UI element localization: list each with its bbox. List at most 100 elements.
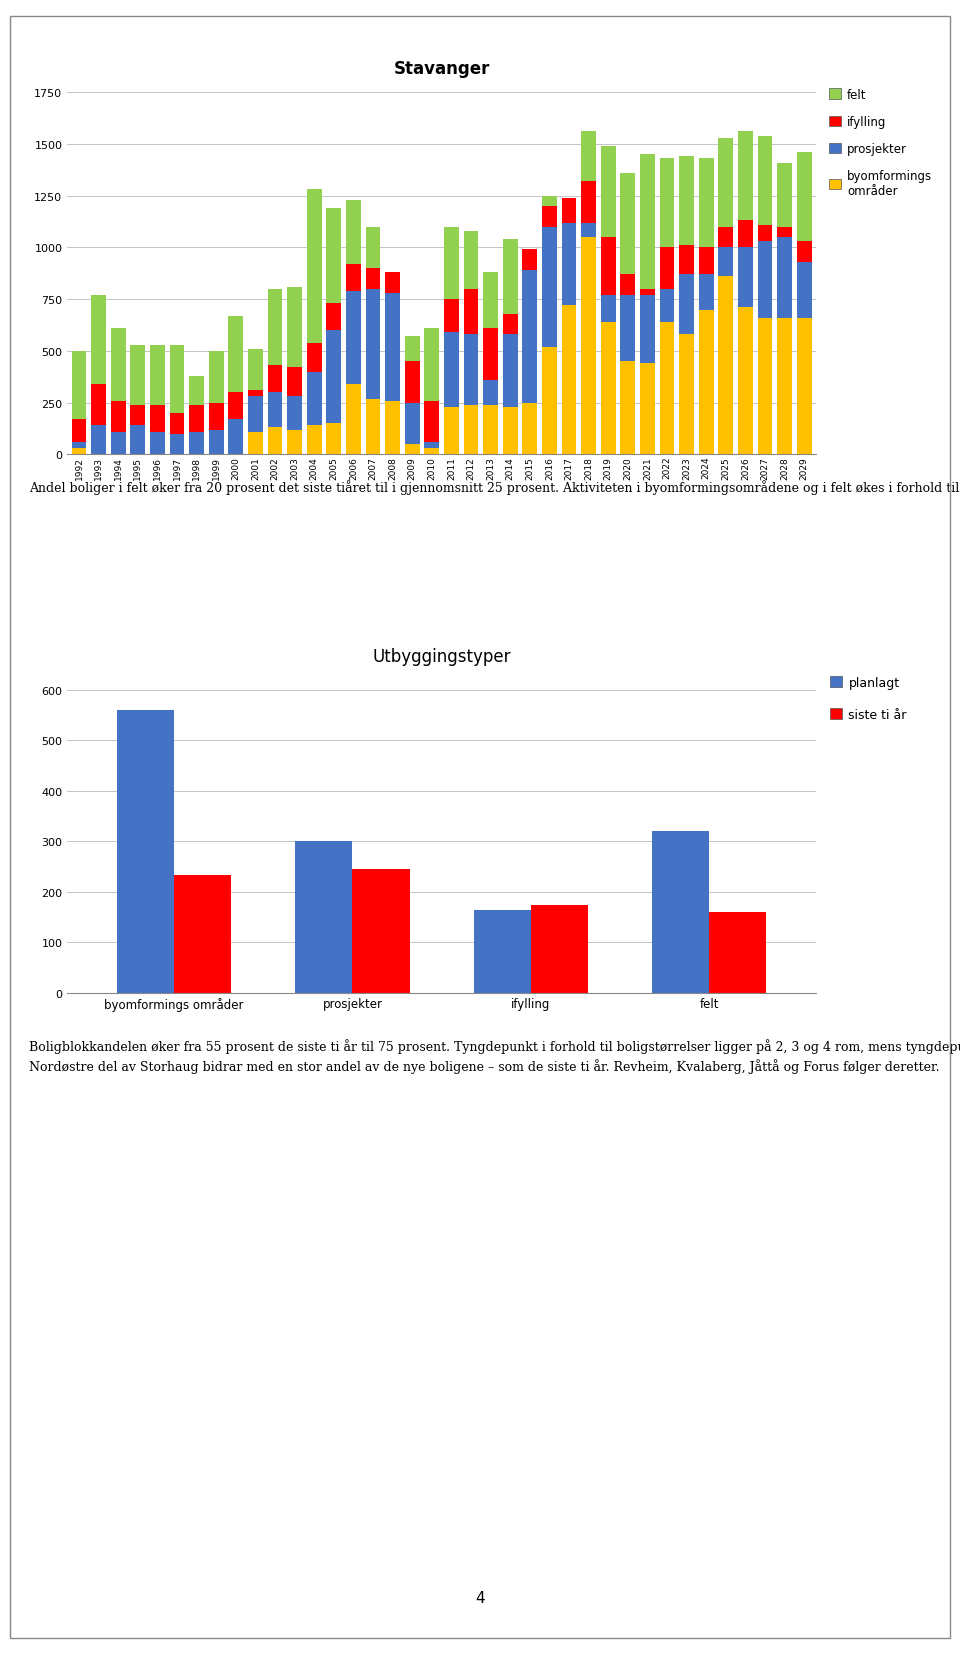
Bar	[660, 323, 674, 455]
Bar	[699, 309, 713, 455]
Legend: planlagt, siste ti år: planlagt, siste ti år	[829, 677, 907, 722]
Bar	[248, 349, 263, 391]
Bar	[150, 432, 165, 455]
Bar	[444, 333, 459, 407]
Bar	[757, 242, 773, 318]
Bar	[385, 273, 400, 293]
Bar	[797, 263, 811, 318]
Bar	[385, 402, 400, 455]
Bar	[346, 200, 361, 265]
Bar	[385, 293, 400, 402]
Bar	[110, 329, 126, 402]
Bar	[797, 152, 811, 242]
Bar	[680, 247, 694, 275]
Bar	[660, 248, 674, 290]
Bar	[581, 238, 596, 455]
Bar	[778, 318, 792, 455]
Bar	[307, 372, 322, 425]
Bar	[170, 434, 184, 455]
Bar	[326, 209, 341, 305]
Bar	[620, 296, 636, 362]
Bar	[680, 157, 694, 247]
Bar	[405, 404, 420, 445]
Bar	[503, 240, 517, 314]
Bar	[209, 404, 224, 430]
Bar	[189, 405, 204, 432]
Bar	[601, 323, 615, 455]
Bar	[72, 449, 86, 455]
Bar	[326, 305, 341, 331]
Bar	[738, 132, 753, 222]
Bar	[170, 414, 184, 434]
Bar	[444, 300, 459, 333]
Bar	[483, 273, 498, 329]
Bar	[483, 329, 498, 381]
Bar	[91, 425, 106, 455]
Bar	[581, 223, 596, 238]
Bar	[424, 401, 439, 442]
Bar	[131, 346, 145, 405]
Bar	[326, 424, 341, 455]
Bar	[652, 831, 709, 993]
Bar	[522, 250, 538, 271]
Bar	[699, 248, 713, 275]
Bar	[366, 399, 380, 455]
Bar	[209, 351, 224, 404]
Bar	[346, 386, 361, 455]
Bar	[131, 425, 145, 455]
Bar	[680, 334, 694, 455]
Bar	[326, 331, 341, 424]
Bar	[150, 346, 165, 405]
Bar	[346, 291, 361, 386]
Bar	[620, 362, 636, 455]
Bar	[352, 869, 410, 993]
Bar	[209, 430, 224, 455]
Bar	[228, 316, 243, 394]
Bar	[189, 376, 204, 405]
Bar	[660, 159, 674, 248]
Bar	[699, 275, 713, 309]
Bar	[405, 362, 420, 404]
Bar	[581, 182, 596, 223]
Title: Stavanger: Stavanger	[394, 61, 490, 78]
Bar	[660, 290, 674, 323]
Bar	[189, 432, 204, 455]
Bar	[444, 407, 459, 455]
Bar	[170, 346, 184, 414]
Bar	[307, 344, 322, 372]
Bar	[562, 199, 576, 223]
Bar	[72, 351, 86, 420]
Text: Andel boliger i felt øker fra 20 prosent det siste tiåret til i gjennomsnitt 25 : Andel boliger i felt øker fra 20 prosent…	[29, 480, 960, 495]
Bar	[131, 405, 145, 425]
Bar	[91, 296, 106, 386]
Bar	[718, 276, 733, 455]
Bar	[601, 147, 615, 238]
Bar	[287, 397, 302, 430]
Bar	[307, 190, 322, 344]
Legend: felt, ifylling, prosjekter, byomformings
områder: felt, ifylling, prosjekter, byomformings…	[829, 89, 932, 199]
Bar	[91, 384, 106, 425]
Bar	[268, 392, 282, 429]
Bar	[522, 271, 538, 404]
Bar	[473, 910, 531, 993]
Bar	[464, 405, 478, 455]
Bar	[757, 318, 773, 455]
Bar	[72, 442, 86, 449]
Bar	[542, 228, 557, 348]
Bar	[562, 223, 576, 306]
Bar	[738, 222, 753, 248]
Bar	[778, 238, 792, 318]
Bar	[483, 405, 498, 455]
Bar	[757, 136, 773, 225]
Bar	[424, 329, 439, 402]
Bar	[699, 159, 713, 248]
Bar	[248, 397, 263, 432]
Bar	[562, 306, 576, 455]
Bar	[287, 367, 302, 397]
Bar	[464, 232, 478, 290]
Bar	[640, 290, 655, 296]
Bar	[346, 265, 361, 291]
Bar	[778, 228, 792, 238]
Bar	[757, 225, 773, 242]
Bar	[640, 156, 655, 290]
